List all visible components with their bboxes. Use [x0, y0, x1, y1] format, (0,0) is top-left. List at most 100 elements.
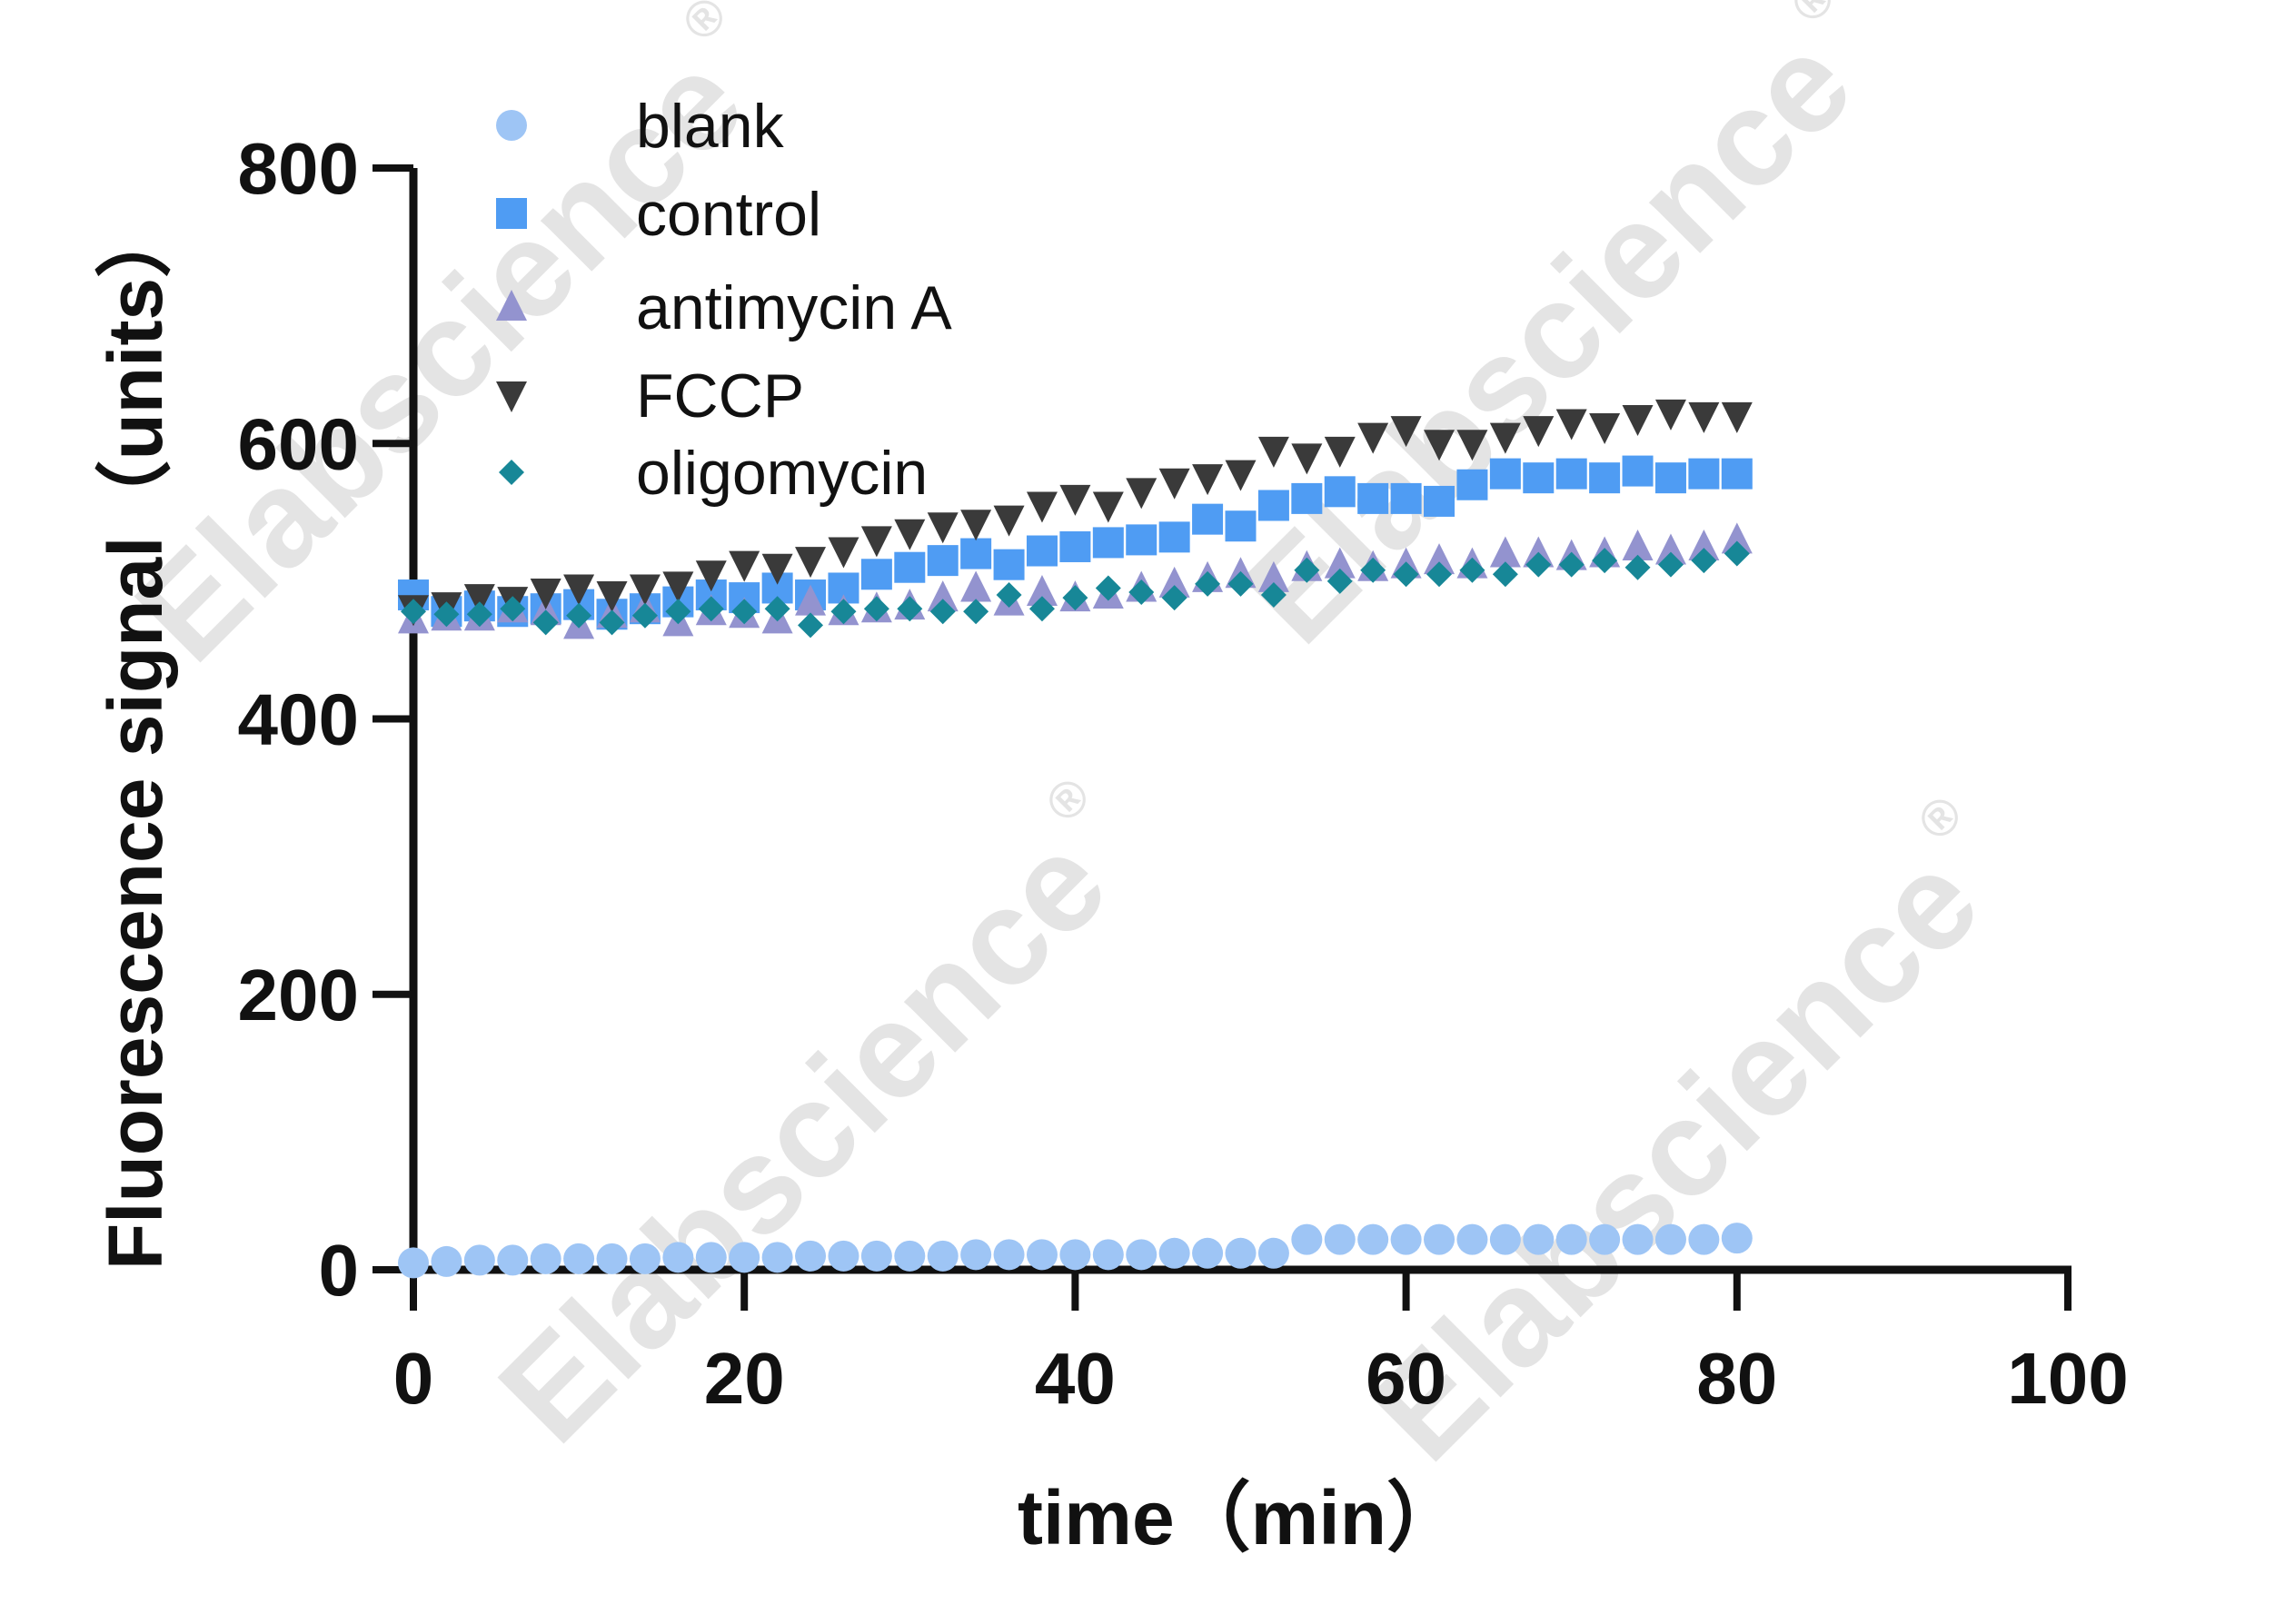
- data-point: [1721, 1223, 1753, 1254]
- data-point: [1260, 582, 1287, 609]
- legend-item: blank: [496, 92, 785, 161]
- data-point: [1128, 579, 1155, 606]
- data-point: [596, 581, 628, 613]
- data-point: [1126, 524, 1157, 556]
- data-point: [1492, 561, 1518, 588]
- legend-label: oligomycin: [636, 439, 928, 508]
- data-point: [1324, 476, 1356, 508]
- data-point: [563, 1243, 595, 1274]
- data-point: [497, 1244, 529, 1276]
- data-point: [894, 1240, 926, 1272]
- data-point: [894, 519, 926, 550]
- y-tick-label: 0: [319, 1230, 360, 1311]
- data-point: [1624, 554, 1651, 580]
- data-point: [695, 560, 727, 592]
- data-point: [1555, 1223, 1587, 1255]
- data-point: [1555, 409, 1587, 441]
- data-point: [1489, 422, 1521, 454]
- data-point: [1654, 533, 1686, 565]
- data-point: [1026, 535, 1058, 567]
- data-point: [1721, 522, 1753, 554]
- data-point: [1592, 548, 1618, 574]
- data-point: [1688, 458, 1720, 490]
- data-point: [398, 1247, 429, 1279]
- x-tick-label: 40: [1035, 1338, 1116, 1419]
- data-point: [1721, 458, 1753, 490]
- data-point: [1489, 1223, 1521, 1255]
- data-point: [761, 1242, 793, 1273]
- data-point: [1059, 484, 1091, 516]
- data-point: [1525, 551, 1552, 578]
- data-point: [1059, 1239, 1091, 1271]
- data-point: [860, 1240, 892, 1272]
- data-point: [1489, 536, 1521, 568]
- data-point: [1360, 557, 1386, 583]
- data-point: [1589, 1223, 1621, 1255]
- data-point: [1393, 561, 1419, 588]
- data-point: [1654, 1223, 1686, 1255]
- data-point: [566, 602, 592, 629]
- data-point: [1721, 401, 1753, 433]
- data-point: [1724, 540, 1750, 567]
- data-point: [927, 512, 959, 544]
- data-point: [1158, 468, 1190, 500]
- data-point: [960, 1239, 992, 1271]
- data-point: [897, 596, 923, 622]
- data-point: [1688, 401, 1720, 433]
- data-point: [1161, 585, 1187, 611]
- data-point: [1456, 430, 1488, 461]
- data-point: [532, 609, 559, 636]
- data-point: [1324, 1223, 1356, 1255]
- x-axis-title: time（min）: [1018, 1475, 1463, 1560]
- y-tick-label: 800: [238, 128, 359, 209]
- data-point: [1225, 1237, 1257, 1269]
- y-tick-label: 600: [238, 403, 359, 484]
- y-tick-label: 200: [238, 955, 359, 1035]
- data-point: [1523, 536, 1555, 568]
- data-point: [1326, 568, 1353, 594]
- data-point: [1092, 491, 1124, 523]
- data-point: [960, 510, 992, 541]
- data-point: [662, 571, 694, 603]
- data-point: [662, 1242, 694, 1273]
- data-point: [1558, 551, 1585, 578]
- data-point: [1523, 416, 1555, 448]
- data-point: [530, 594, 561, 626]
- data-point: [1426, 561, 1453, 588]
- legend-label: antimycin A: [636, 273, 952, 342]
- data-point: [530, 579, 561, 610]
- data-point: [599, 609, 625, 636]
- data-point: [894, 551, 926, 583]
- data-point: [1523, 462, 1555, 494]
- data-point: [1158, 566, 1190, 598]
- data-point: [1424, 430, 1455, 461]
- data-point: [996, 582, 1022, 609]
- data-point: [1589, 413, 1621, 445]
- data-point: [629, 574, 661, 606]
- data-point: [1026, 1239, 1058, 1271]
- data-point: [1192, 1237, 1224, 1269]
- data-point: [500, 596, 526, 622]
- data-point: [1324, 436, 1356, 468]
- data-point: [1158, 1237, 1190, 1269]
- data-point: [828, 537, 859, 569]
- data-point: [1424, 543, 1455, 575]
- data-point: [1523, 1223, 1555, 1255]
- data-point: [795, 547, 827, 579]
- data-point: [1227, 570, 1254, 597]
- legend-item: oligomycin: [499, 439, 928, 508]
- data-point: [401, 599, 426, 625]
- data-point: [1390, 1223, 1422, 1255]
- data-point: [1225, 510, 1257, 542]
- data-point: [1095, 575, 1121, 601]
- data-point: [1192, 503, 1224, 535]
- data-point: [1390, 416, 1422, 448]
- data-point: [1257, 436, 1289, 468]
- data-point: [1390, 482, 1422, 514]
- data-point: [1062, 585, 1088, 611]
- data-point: [698, 596, 724, 622]
- data-point: [1092, 527, 1124, 559]
- data-point: [1225, 460, 1257, 491]
- series-fccp: [398, 399, 1753, 627]
- data-point: [860, 526, 892, 558]
